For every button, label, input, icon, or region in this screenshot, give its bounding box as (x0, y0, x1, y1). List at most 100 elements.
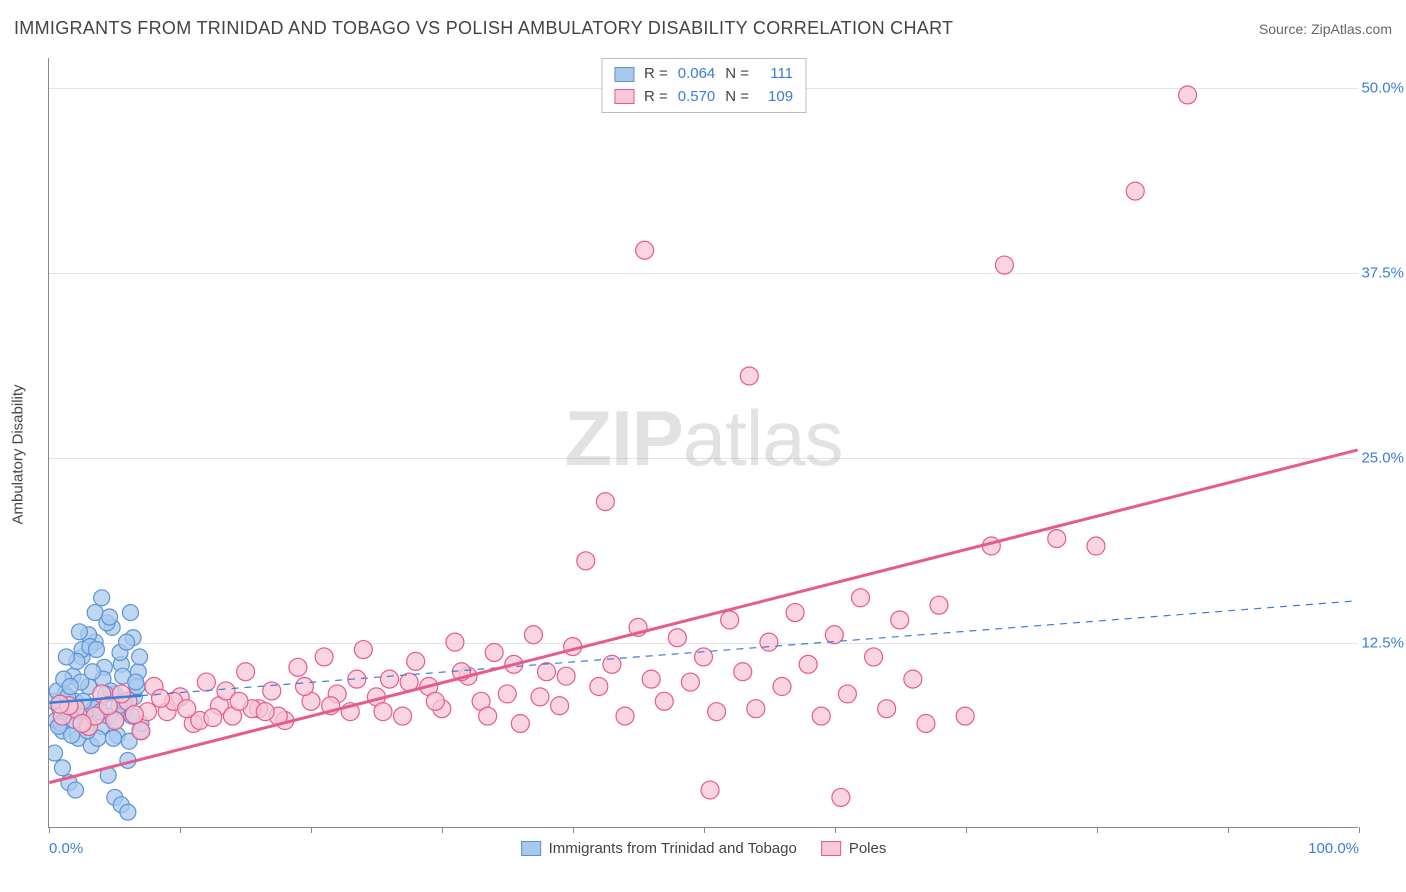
scatter-point (616, 707, 634, 725)
scatter-point (479, 707, 497, 725)
scatter-point (740, 367, 758, 385)
scatter-point (1087, 537, 1105, 555)
source-label: Source: ZipAtlas.com (1259, 21, 1392, 37)
x-tick (1228, 827, 1229, 833)
scatter-point (852, 589, 870, 607)
scatter-point (799, 655, 817, 673)
scatter-point (256, 703, 274, 721)
scatter-point (354, 641, 372, 659)
x-tick (835, 827, 836, 833)
scatter-point (394, 707, 412, 725)
y-tick-label: 25.0% (1361, 449, 1404, 466)
x-tick-label: 0.0% (49, 840, 83, 857)
chart-title: IMMIGRANTS FROM TRINIDAD AND TOBAGO VS P… (14, 18, 953, 39)
x-tick (442, 827, 443, 833)
legend-bottom-swatch-2 (821, 841, 841, 856)
scatter-point (102, 609, 118, 625)
scatter-point (295, 678, 313, 696)
x-tick (311, 827, 312, 833)
scatter-point (1048, 530, 1066, 548)
scatter-point (125, 706, 143, 724)
y-tick-label: 50.0% (1361, 79, 1404, 96)
scatter-point (655, 692, 673, 710)
scatter-point (230, 692, 248, 710)
scatter-point (120, 804, 136, 820)
scatter-point (708, 703, 726, 721)
scatter-point (374, 703, 392, 721)
scatter-point (132, 722, 150, 740)
scatter-point (701, 781, 719, 799)
legend-bottom: Immigrants from Trinidad and Tobago Pole… (521, 840, 887, 857)
scatter-point (577, 552, 595, 570)
legend-swatch-1 (614, 67, 634, 82)
scatter-point (917, 714, 935, 732)
x-tick (1097, 827, 1098, 833)
scatter-point (68, 782, 84, 798)
scatter-point (498, 685, 516, 703)
x-tick (966, 827, 967, 833)
legend-bottom-item-2: Poles (821, 840, 887, 857)
scatter-point (263, 682, 281, 700)
x-tick (180, 827, 181, 833)
scatter-point (786, 604, 804, 622)
x-tick (704, 827, 705, 833)
scatter-point (289, 658, 307, 676)
scatter-point (531, 688, 549, 706)
legend-bottom-item-1: Immigrants from Trinidad and Tobago (521, 840, 797, 857)
scatter-point (956, 707, 974, 725)
x-tick (573, 827, 574, 833)
r-value-1: 0.064 (678, 63, 716, 86)
legend-top-row-1: R = 0.064 N = 111 (614, 63, 793, 86)
scatter-point (119, 634, 135, 650)
legend-bottom-swatch-1 (521, 841, 541, 856)
scatter-point (891, 611, 909, 629)
scatter-point (838, 685, 856, 703)
scatter-point (812, 707, 830, 725)
scatter-point (747, 700, 765, 718)
legend-top-row-2: R = 0.570 N = 109 (614, 86, 793, 109)
scatter-point (54, 760, 70, 776)
scatter-point (122, 605, 138, 621)
plot-area: ZIPatlas R = 0.064 N = 111 R = 0.570 N =… (48, 58, 1358, 828)
scatter-point (105, 730, 121, 746)
scatter-point (668, 629, 686, 647)
n-label-1: N = (725, 63, 749, 86)
r-value-2: 0.570 (678, 86, 716, 109)
scatter-point (596, 493, 614, 511)
scatter-point (62, 679, 78, 695)
scatter-point (930, 596, 948, 614)
scatter-point (538, 663, 556, 681)
scatter-point (94, 590, 110, 606)
n-label-2: N = (725, 86, 749, 109)
scatter-point (603, 655, 621, 673)
scatter-point (49, 745, 63, 761)
legend-bottom-label-1: Immigrants from Trinidad and Tobago (549, 840, 797, 857)
trend-line (49, 450, 1357, 783)
scatter-point (51, 695, 69, 713)
legend-top: R = 0.064 N = 111 R = 0.570 N = 109 (601, 58, 806, 113)
scatter-point (485, 644, 503, 662)
n-value-2: 109 (759, 86, 793, 109)
scatter-point (511, 714, 529, 732)
scatter-point (197, 673, 215, 691)
scatter-point (71, 624, 87, 640)
scatter-point (426, 692, 444, 710)
scatter-point (85, 664, 101, 680)
scatter-point (58, 649, 74, 665)
scatter-point (721, 611, 739, 629)
scatter-point (642, 670, 660, 688)
scatter-point (865, 648, 883, 666)
scatter-point (734, 663, 752, 681)
scatter-point (995, 256, 1013, 274)
scatter-point (446, 633, 464, 651)
scatter-point (1179, 86, 1197, 104)
r-label-1: R = (644, 63, 668, 86)
scatter-point (1126, 182, 1144, 200)
scatter-point (904, 670, 922, 688)
scatter-point (773, 678, 791, 696)
scatter-point (407, 652, 425, 670)
scatter-point (381, 670, 399, 688)
scatter-point (695, 648, 713, 666)
scatter-point (832, 788, 850, 806)
legend-swatch-2 (614, 89, 634, 104)
